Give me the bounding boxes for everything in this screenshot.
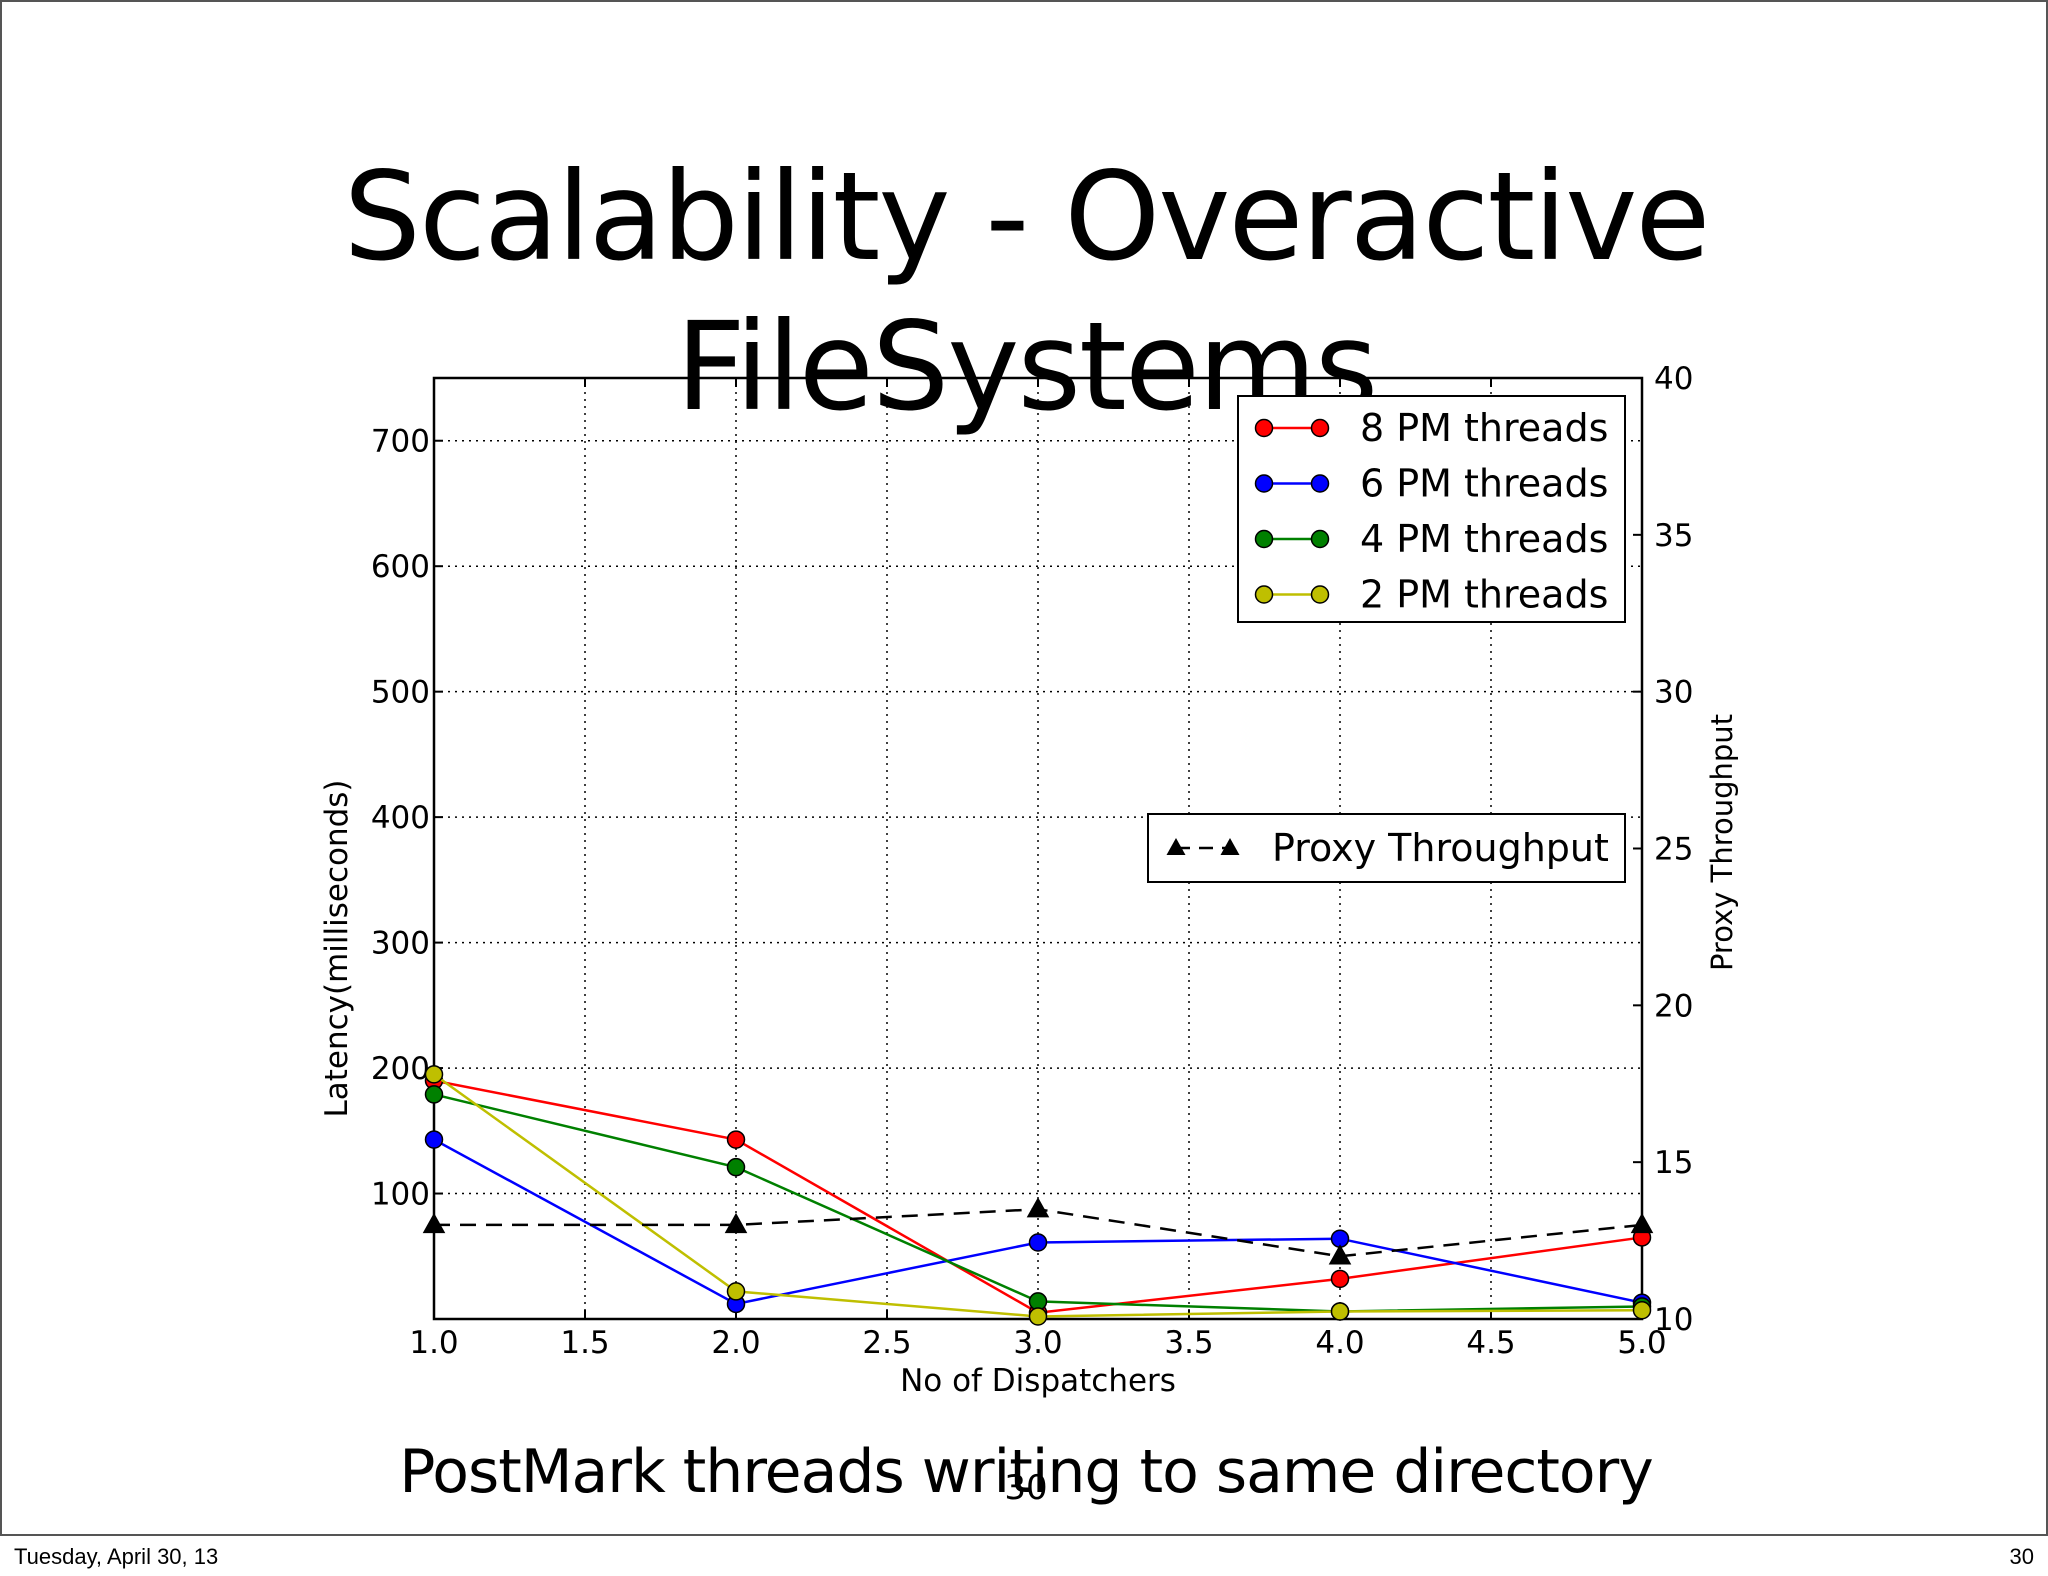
legend-marker-2pm [1310,585,1330,604]
point-6pm-threads [424,1130,444,1149]
y-tick-label: 600 [371,549,430,585]
y-tick-label: 100 [371,1177,430,1213]
legend-marker-8pm [1254,418,1274,438]
x-tick-label: 1.0 [409,1325,458,1361]
slide-number-center: 30 [1004,1468,1048,1508]
point-8pm-threads [1330,1269,1350,1289]
footer-page-number: 30 [2009,1544,2034,1569]
point-2pm-threads [726,1282,746,1301]
y-tick-label: 300 [371,926,430,962]
proxy-throughput-point [724,1212,748,1234]
slide-footer: Tuesday, April 30, 13 30 [0,1536,2048,1576]
legend-label-2pm: 2 PM threads [1360,573,1608,617]
legend2-label: Proxy Throughput [1272,826,1609,870]
y2-tick-label: 10 [1654,1302,1693,1338]
point-4pm-threads [726,1157,746,1177]
latency-chart: 1.0 1.5 2.0 2.5 3.0 3.5 4.0 4.5 5.0 100 200 300 400 5… [319,361,1739,1399]
legend2-box [1147,813,1626,883]
proxy-throughput-point [1630,1212,1654,1234]
legend-label-8pm: 8 PM threads [1360,406,1608,450]
x-axis-label: No of Dispatchers [900,1363,1176,1399]
legend-marker-6pm [1254,474,1274,493]
legend-label-6pm: 6 PM threads [1360,462,1608,506]
legend-box [1237,395,1626,623]
legend-label-4pm: 4 PM threads [1360,517,1608,561]
legend-marker-4pm [1254,529,1274,549]
y2-tick-label: 40 [1654,361,1693,397]
y-tick-label: 400 [371,800,430,836]
point-6pm-threads [1028,1233,1048,1252]
legend-marker-8pm [1310,418,1330,438]
x-tick-label: 3.5 [1164,1325,1213,1361]
proxy-throughput-point [422,1212,446,1234]
footer-date: Tuesday, April 30, 13 [14,1544,219,1569]
legend2-marker [1220,838,1240,855]
legend-throughput: Proxy Throughput [1147,813,1626,883]
slide-title: Scalability - Overactive FileSystems [343,146,1711,438]
point-4pm-threads [424,1085,444,1104]
x-tick-label: 5.0 [1617,1325,1666,1361]
point-2pm-threads [1330,1302,1350,1321]
legend2-marker [1166,838,1186,855]
legend-marker-2pm [1254,585,1274,604]
y-tick-label: 700 [371,424,430,460]
series-line-8pm [433,1079,1643,1315]
legend-marker-4pm [1310,529,1330,549]
series-line-6pm [433,1138,1643,1306]
point-2pm-threads [1028,1307,1048,1326]
x-tick-label: 1.5 [560,1325,609,1361]
y-axis-label: Latency(milliseconds) [319,779,355,1117]
point-2pm-threads [424,1065,444,1084]
x-tick-label: 4.5 [1466,1325,1515,1361]
point-2pm-threads [1632,1300,1652,1320]
y2-tick-label: 35 [1654,518,1693,554]
y2-tick-label: 30 [1654,675,1693,711]
slide: Scalability - Overactive FileSystems 1.0… [0,0,2048,1536]
x-tick-label: 3.0 [1013,1325,1062,1361]
proxy-throughput-point [1026,1197,1050,1218]
y-tick-label: 200 [371,1051,430,1087]
legend-marker-6pm [1310,474,1330,493]
x-tick-label: 4.0 [1315,1325,1364,1361]
x-tick-label: 2.0 [711,1325,760,1361]
y2-tick-label: 20 [1654,988,1693,1024]
slide-caption: PostMark threads writing to same directo… [399,1437,1654,1507]
proxy-throughput-point [1328,1244,1352,1265]
point-8pm-threads [726,1130,746,1149]
y2-tick-label: 15 [1654,1145,1693,1181]
y2-tick-label: 25 [1654,832,1693,868]
x-tick-label: 2.5 [862,1325,911,1361]
series-line-2pm [433,1073,1643,1318]
y2-axis-label: Proxy Throughput [1705,714,1739,971]
y-tick-label: 500 [371,675,430,711]
legend-latency: 8 PM threads 6 PM threads 4 PM threads 2 PM… [1237,395,1626,623]
